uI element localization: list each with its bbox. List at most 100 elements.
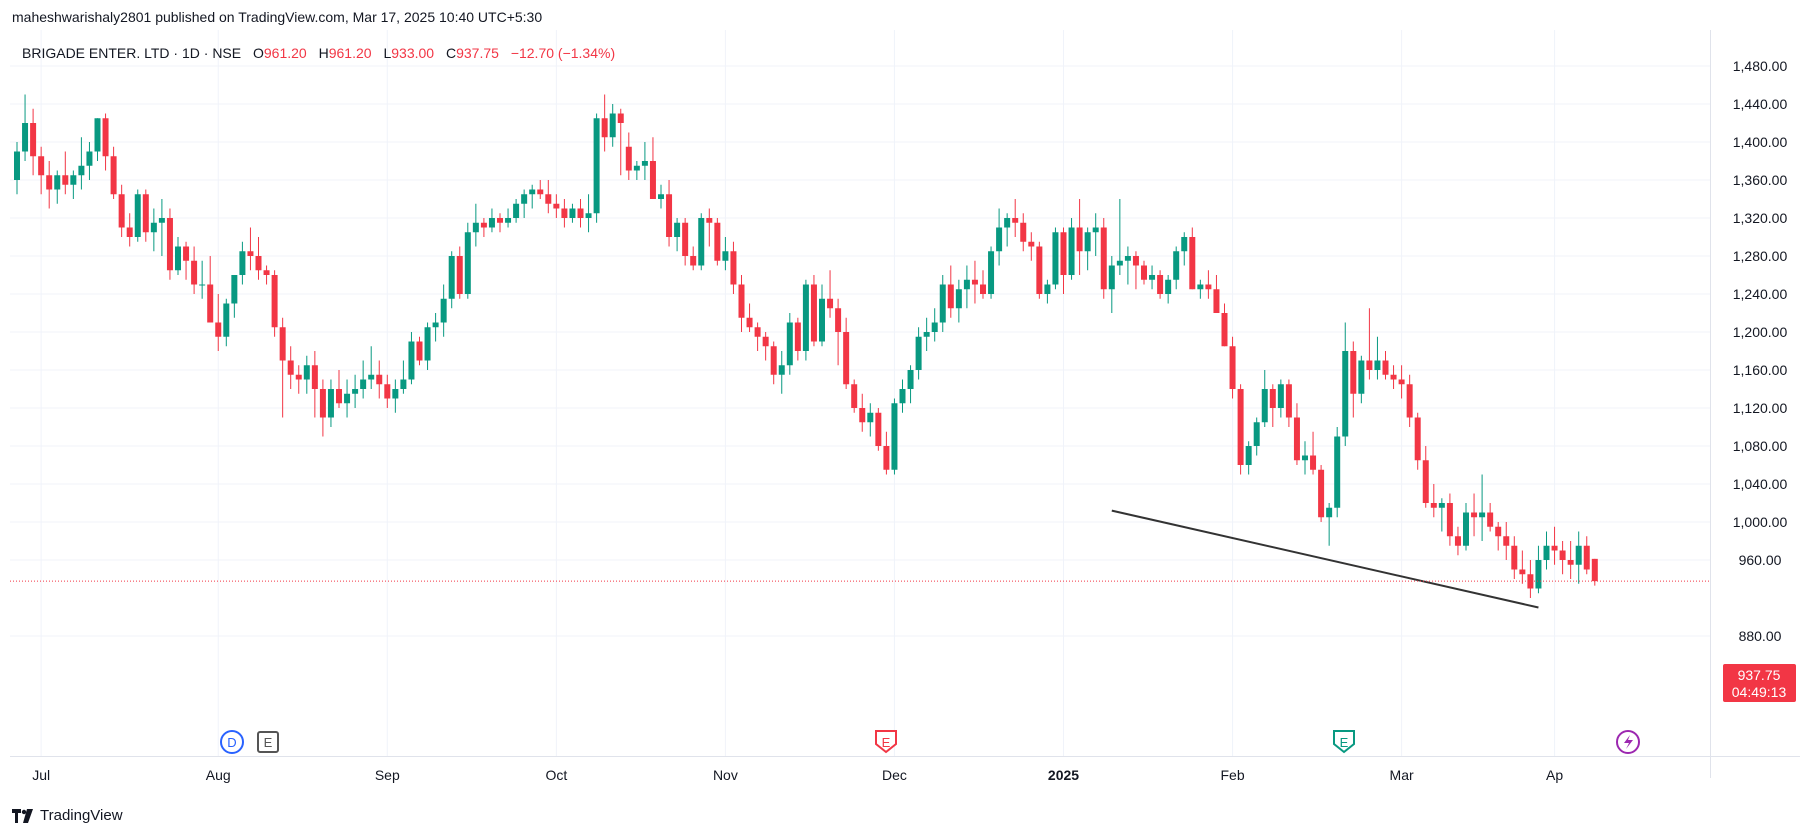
x-tick-label: Nov xyxy=(713,767,738,783)
candle-body xyxy=(118,194,125,228)
candle-body xyxy=(440,298,447,323)
earnings-marker[interactable]: E xyxy=(1333,730,1355,754)
candle-body xyxy=(786,322,793,366)
price-axis[interactable]: 1,480.00 1,440.00 1,400.00 1,360.00 1,320.00… xyxy=(1733,58,1788,644)
candle-body xyxy=(609,113,616,138)
candle-body xyxy=(336,389,342,404)
candle-body xyxy=(1068,227,1075,275)
candle-body xyxy=(1342,351,1349,437)
candle-body xyxy=(94,118,101,152)
candle-body xyxy=(891,403,898,470)
candle-body xyxy=(553,203,560,209)
candle-body xyxy=(231,275,238,304)
candle-body xyxy=(360,379,367,389)
candle-body xyxy=(1471,512,1478,518)
candle-body xyxy=(142,194,149,233)
earnings-marker[interactable]: E xyxy=(875,730,897,754)
candle-body xyxy=(674,222,681,237)
candle-body xyxy=(199,284,206,286)
candle-body xyxy=(110,156,117,195)
candle-body xyxy=(980,284,986,294)
candle-body xyxy=(658,194,664,199)
candle-body xyxy=(247,251,254,256)
candle-body xyxy=(1293,417,1300,461)
candle-body xyxy=(1245,446,1252,465)
candle-body xyxy=(794,322,801,351)
candle-body xyxy=(1269,389,1276,408)
y-tick-label: 1,360.00 xyxy=(1733,172,1788,188)
candle-body xyxy=(1237,389,1244,465)
candle-body xyxy=(1430,503,1437,508)
candle-body xyxy=(376,374,383,385)
candle-body xyxy=(1012,218,1019,223)
candle-body xyxy=(102,118,109,157)
candle-body xyxy=(62,175,69,185)
x-tick-label: Aug xyxy=(206,767,231,783)
candle-body xyxy=(996,227,1003,252)
candle-body xyxy=(368,374,375,380)
candle-body xyxy=(78,165,85,176)
candle-body xyxy=(497,218,503,223)
y-tick-label: 1,160.00 xyxy=(1733,362,1788,378)
marker-letter: E xyxy=(264,735,273,750)
y-tick-label: 1,440.00 xyxy=(1733,96,1788,112)
candle-body xyxy=(641,161,648,166)
candle-body xyxy=(1253,422,1260,446)
candle-body xyxy=(392,389,399,399)
candle-body xyxy=(1076,227,1083,252)
candle-body xyxy=(899,389,906,404)
candle-body xyxy=(714,222,721,261)
candle-body xyxy=(1527,574,1534,589)
candle-body xyxy=(279,327,286,361)
brand-footer[interactable]: TradingView xyxy=(12,807,123,824)
candle-body xyxy=(1366,360,1373,370)
lightning-icon xyxy=(1624,735,1633,749)
dividend-marker[interactable]: D xyxy=(220,730,244,754)
candle-body xyxy=(175,246,181,271)
y-tick-label: 1,040.00 xyxy=(1733,476,1788,492)
candle-body xyxy=(263,270,270,275)
candle-body xyxy=(1519,569,1526,575)
bar-countdown: 04:49:13 xyxy=(1732,684,1787,700)
candle-body xyxy=(1181,237,1188,252)
candle-body xyxy=(239,251,246,275)
candle-body xyxy=(1350,351,1357,394)
candle-body xyxy=(778,365,785,375)
candle-body xyxy=(215,322,222,337)
candle-body xyxy=(939,284,946,323)
candle-body xyxy=(456,256,463,294)
candle-body xyxy=(875,412,882,446)
candle-body xyxy=(1221,313,1228,347)
last-price-value: 937.75 xyxy=(1738,667,1781,683)
trendline[interactable] xyxy=(1111,509,1539,609)
candle-body xyxy=(1446,503,1453,537)
earnings-marker[interactable]: E xyxy=(257,731,279,753)
candle-body xyxy=(1213,289,1220,313)
candle-body xyxy=(1108,265,1115,290)
candle-body xyxy=(287,360,294,375)
candle-body xyxy=(311,365,318,389)
candle-body xyxy=(963,279,970,290)
y-tick-label: 960.00 xyxy=(1739,552,1782,568)
candle-body xyxy=(86,151,93,166)
candle-body xyxy=(907,370,914,389)
symbol-name[interactable]: BRIGADE ENTER. LTD · 1D · NSE xyxy=(22,45,242,61)
candle-body xyxy=(480,222,487,228)
candle-body xyxy=(1454,536,1461,546)
candle-body xyxy=(1463,512,1469,546)
split-marker[interactable] xyxy=(1616,730,1640,754)
candle-body xyxy=(472,222,479,233)
close-label: C xyxy=(445,45,457,61)
candle-body xyxy=(633,165,640,171)
price-chart[interactable]: 1,480.00 1,440.00 1,400.00 1,360.00 1,320.00… xyxy=(0,0,1814,800)
y-tick-label: 1,000.00 xyxy=(1733,514,1788,530)
x-tick-label: Mar xyxy=(1390,767,1414,783)
y-tick-label: 1,320.00 xyxy=(1733,210,1788,226)
candle-body xyxy=(883,446,890,470)
candle-body xyxy=(1438,503,1445,508)
time-axis[interactable]: Jul Aug Sep Oct Nov Dec 2025 Feb Mar Ap xyxy=(32,767,1563,783)
candle-body xyxy=(601,118,608,138)
candle-body xyxy=(754,327,761,337)
candle-body xyxy=(150,222,157,233)
candle-body xyxy=(408,341,415,380)
